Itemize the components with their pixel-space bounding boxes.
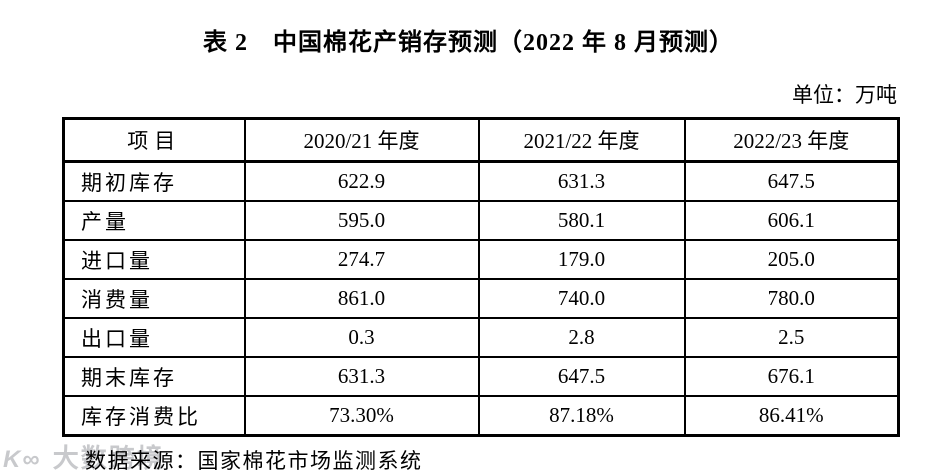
header-row: 项目 2020/21 年度 2021/22 年度 2022/23 年度 [62, 117, 900, 163]
table-row: 期末库存 631.3 647.5 676.1 [62, 356, 900, 397]
row-label: 消费量 [62, 278, 246, 319]
cell-value: 580.1 [477, 200, 686, 241]
row-label: 期末库存 [62, 356, 246, 397]
table-caption: 表 2 中国棉花产销存预测（2022 年 8 月预测） [203, 30, 734, 56]
row-label: 产量 [62, 200, 246, 241]
row-label: 库存消费比 [62, 395, 246, 437]
table-row: 期初库存 622.9 631.3 647.5 [62, 160, 900, 202]
cell-value: 87.18% [477, 395, 686, 437]
cell-value: 595.0 [243, 200, 480, 241]
cell-value: 647.5 [683, 160, 900, 202]
cotton-forecast-table: 项目 2020/21 年度 2021/22 年度 2022/23 年度 期初库存… [62, 117, 900, 437]
cell-value: 622.9 [243, 160, 480, 202]
column-header-2021-22: 2021/22 年度 [477, 117, 686, 163]
cell-value: 606.1 [683, 200, 900, 241]
unit-label: 单位：万吨 [792, 83, 897, 107]
cell-value: 740.0 [477, 278, 686, 319]
cell-value: 205.0 [683, 239, 900, 280]
row-label: 期初库存 [62, 160, 246, 202]
cell-value: 179.0 [477, 239, 686, 280]
cell-value: 73.30% [243, 395, 480, 437]
cell-value: 274.7 [243, 239, 480, 280]
cell-value: 647.5 [477, 356, 686, 397]
site-watermark: K∞ 大数跨境 [3, 438, 165, 475]
row-label: 出口量 [62, 317, 246, 358]
column-header-item: 项目 [62, 117, 246, 163]
cell-value: 861.0 [243, 278, 480, 319]
cell-value: 2.5 [683, 317, 900, 358]
column-header-2022-23: 2022/23 年度 [683, 117, 900, 163]
cell-value: 631.3 [243, 356, 480, 397]
data-source-note: 数据来源：国家棉花市场监测系统 [85, 449, 423, 473]
watermark-logo-icon: K∞ [3, 446, 42, 473]
cell-value: 676.1 [683, 356, 900, 397]
cell-value: 780.0 [683, 278, 900, 319]
row-label: 进口量 [62, 239, 246, 280]
table-row: 库存消费比 73.30% 87.18% 86.41% [62, 395, 900, 437]
cell-value: 0.3 [243, 317, 480, 358]
cell-value: 86.41% [683, 395, 900, 437]
table-row: 消费量 861.0 740.0 780.0 [62, 278, 900, 319]
cell-value: 631.3 [477, 160, 686, 202]
cell-value: 2.8 [477, 317, 686, 358]
watermark-text: 大数跨境 [52, 443, 165, 473]
column-header-2020-21: 2020/21 年度 [243, 117, 480, 163]
table-row: 产量 595.0 580.1 606.1 [62, 200, 900, 241]
table-row: 出口量 0.3 2.8 2.5 [62, 317, 900, 358]
table-row: 进口量 274.7 179.0 205.0 [62, 239, 900, 280]
